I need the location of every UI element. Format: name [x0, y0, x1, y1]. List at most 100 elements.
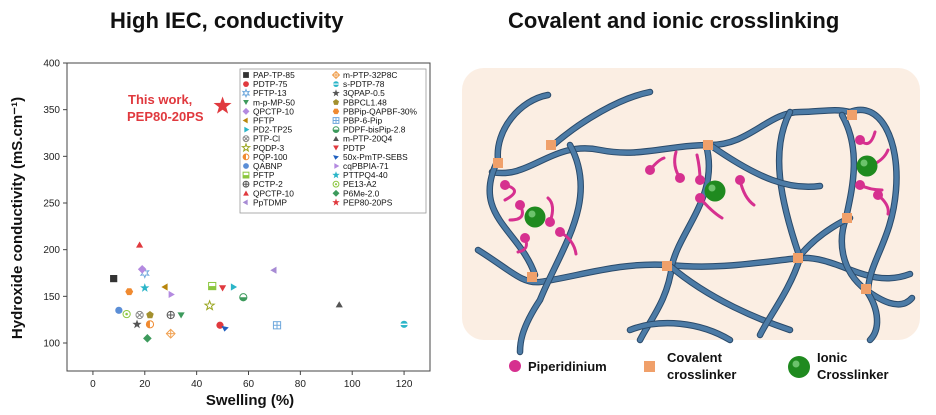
piperidinium-bead: [645, 165, 655, 175]
data-point: [239, 293, 248, 302]
legend-item: m-p-MP-50: [243, 97, 295, 107]
legend-label: m-PTP-32P8C: [343, 70, 397, 80]
piperidinium-bead: [695, 193, 705, 203]
ionic-crosslinker-highlight: [528, 210, 536, 218]
legend-label: PFTP: [253, 170, 275, 180]
y-tick-label: 200: [43, 245, 60, 256]
legend-label: PAP-TP-85: [253, 70, 295, 80]
data-point: [135, 310, 144, 320]
legend-box: [239, 68, 427, 214]
legend-item: QABNP: [243, 161, 283, 171]
legend-item: s-PDTP-78: [333, 79, 385, 89]
ionic-crosslinker: [856, 155, 878, 177]
legend-item: PQP-100: [242, 152, 288, 162]
piperidinium-bead: [855, 180, 865, 190]
legend-label: m-p-MP-50: [253, 97, 295, 107]
key-item-piperidinium: Piperidinium: [509, 359, 607, 374]
x-tick-label: 0: [90, 379, 96, 390]
legend-item: PAP-TP-85: [243, 70, 295, 80]
data-point: [143, 334, 152, 343]
legend-item: PEP80-20PS: [332, 197, 393, 207]
y-tick-label: 250: [43, 199, 60, 210]
covalent-crosslinker: [793, 253, 803, 263]
y-tick-label: 350: [43, 105, 60, 116]
polymer-chain: [847, 107, 899, 293]
legend-label: PFTP: [253, 116, 275, 126]
piperidinium-bead: [555, 227, 565, 237]
ionic-crosslinker-highlight: [860, 159, 868, 167]
legend: PAP-TP-85PDTP-75PFTP-13m-p-MP-50QPCTP-10…: [239, 68, 427, 214]
legend-label: PTTPQ4-40: [343, 170, 388, 180]
x-tick-label: 20: [139, 379, 151, 390]
data-point: [216, 321, 224, 329]
scheme-key: Piperidinium Covalent crosslinker Ionic Cros…: [509, 350, 889, 382]
legend-item: QPCTP-10: [242, 106, 294, 116]
legend-item: m-PTP-32P8C: [331, 70, 397, 80]
piperidinium-bead: [675, 173, 685, 183]
covalent-crosslinker: [703, 140, 713, 150]
legend-label: PTP-Cl: [253, 134, 280, 144]
legend-item: PpTDMP: [242, 197, 287, 207]
piperidinium-bead: [855, 135, 865, 145]
legend-item: PFTP: [242, 116, 275, 126]
polymer-chain: [487, 157, 538, 278]
legend-item: PTTPQ4-40: [332, 170, 388, 180]
polymer-chain: [757, 255, 803, 338]
data-point: [177, 312, 185, 319]
legend-label: 50x-PmTP-SEBS: [343, 152, 408, 162]
legend-item: 50x-PmTP-SEBS: [333, 152, 408, 162]
legend-label: PFTP-13: [253, 88, 287, 98]
piperidinium-icon: [509, 360, 521, 372]
polymer-chain: [627, 320, 733, 343]
y-tick-label: 150: [43, 292, 60, 303]
scheme-title: Covalent and ionic crosslinking: [508, 8, 840, 33]
key-label: Covalent: [667, 350, 723, 365]
legend-label: QABNP: [253, 161, 283, 171]
legend-item: QPCTP-10: [243, 188, 294, 198]
polymer-chain: [776, 109, 803, 261]
legend-label: PpTDMP: [253, 197, 287, 207]
legend-label: PBPip-QAPBF-30%: [343, 106, 418, 116]
scatter-chart: 0 20 40 60 80 100 120 100 150 200 250 300 350 400 Swe…: [9, 59, 431, 409]
y-tick-label: 100: [43, 339, 60, 350]
piperidinium-arms: [500, 130, 890, 256]
legend-item: PD2-TP25: [244, 125, 292, 135]
legend-label: PEP80-20PS: [343, 197, 393, 207]
legend-item: PTP-Cl: [242, 134, 280, 144]
legend-item: PE13-A2: [332, 179, 377, 189]
legend-label: PDPF-bisPip-2.8: [343, 125, 406, 135]
x-tick-label: 120: [396, 379, 413, 390]
legend-item: 3QPAP-0.5: [332, 88, 385, 98]
data-point: [165, 328, 176, 339]
legend-item: m-PTP-20Q4: [333, 134, 393, 144]
legend-label: P6Me-2.0: [343, 188, 380, 198]
data-point: [166, 310, 175, 320]
piperidinium-bead: [873, 190, 883, 200]
data-point: [335, 301, 343, 308]
annotation-line-2: PEP80-20PS: [127, 109, 204, 124]
chart-title: High IEC, conductivity: [110, 8, 344, 33]
legend-item: PBPip-QAPBF-30%: [332, 106, 418, 116]
data-point: [203, 299, 216, 311]
covalent-crosslinker: [527, 272, 537, 282]
covalent-crosslinker: [842, 213, 852, 223]
polymer-chains: [474, 88, 916, 356]
data-point: [168, 290, 175, 299]
legend-label: QPCTP-10: [253, 106, 294, 116]
ionic-crosslinker-icon: [788, 356, 810, 378]
legend-item: cqPBPIA-71: [334, 161, 389, 171]
polymer-chain: [495, 92, 551, 163]
key-item-ionic-crosslinker: Ionic Crosslinker: [788, 350, 889, 382]
data-point: [132, 319, 142, 329]
crosslink-nodes: [493, 110, 878, 294]
legend-label: cqPBPIA-71: [343, 161, 389, 171]
legend-label: PDTP-75: [253, 79, 288, 89]
legend-item: PDTP-75: [243, 79, 288, 89]
data-point: [218, 285, 227, 292]
data-point: [137, 264, 147, 274]
covalent-crosslinker: [847, 110, 857, 120]
legend-label: PDTP: [343, 143, 366, 153]
polymer-chain: [489, 107, 853, 176]
legend-label: PCTP-2: [253, 179, 283, 189]
